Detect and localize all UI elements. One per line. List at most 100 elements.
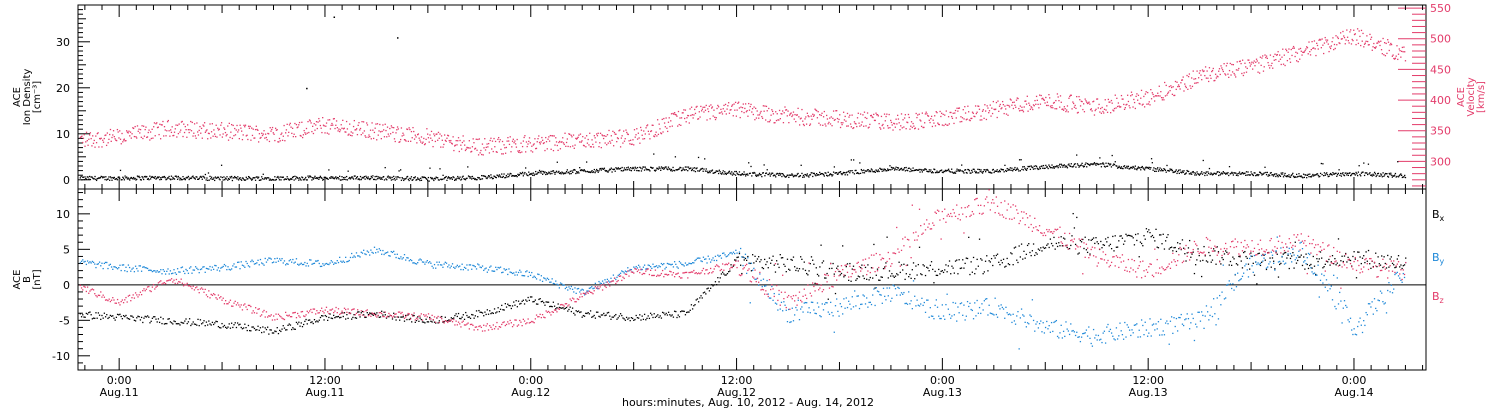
velocity-point (239, 124, 241, 126)
bx-point (352, 316, 354, 319)
velocity-point (614, 133, 616, 135)
velocity-point (1126, 103, 1128, 106)
density-point (1194, 172, 1197, 174)
density-point (1001, 168, 1004, 171)
velocity-point (1093, 114, 1096, 116)
bx-point (324, 314, 326, 317)
velocity-point (1183, 90, 1185, 92)
density-point (1098, 163, 1100, 165)
velocity-point (105, 144, 108, 147)
bx-point (998, 261, 1000, 263)
density-point (423, 176, 425, 178)
velocity-point (433, 135, 436, 137)
velocity-point (819, 114, 821, 116)
velocity-point (879, 126, 881, 129)
density-point (541, 170, 543, 172)
density-point (1333, 173, 1336, 175)
velocity-point (957, 107, 960, 109)
by-point (388, 254, 390, 257)
velocity-point (606, 134, 609, 136)
bx-point (154, 316, 156, 318)
density-point (977, 168, 979, 170)
by-point (173, 269, 175, 271)
velocity-point (1035, 103, 1037, 105)
by-point (139, 265, 142, 267)
density-point (365, 175, 367, 177)
density-point (847, 170, 849, 173)
bx-point (1174, 246, 1176, 249)
density-point (603, 167, 606, 169)
velocity-point (368, 134, 370, 136)
velocity-point (1120, 106, 1122, 108)
bx-point (1226, 251, 1228, 254)
bx-point (934, 270, 936, 273)
bx-point (415, 319, 418, 322)
by-point (185, 268, 187, 271)
velocity-point (1278, 60, 1280, 62)
velocity-point (156, 126, 159, 129)
velocity-point (1073, 106, 1076, 108)
bx-point (1170, 246, 1173, 248)
velocity-point (1160, 91, 1162, 93)
density-point (470, 176, 472, 178)
velocity-point (126, 131, 129, 133)
by-point (441, 264, 443, 266)
velocity-point (821, 112, 823, 114)
density-point (304, 178, 306, 180)
velocity-point (1015, 106, 1017, 108)
bx-point (229, 327, 232, 329)
bx-point (331, 317, 334, 320)
by-point (414, 262, 416, 265)
density-point (913, 169, 915, 172)
density-point (1217, 170, 1219, 173)
density-point (386, 179, 388, 181)
velocity-point (1329, 47, 1332, 50)
by-point (124, 270, 126, 272)
velocity-point (416, 133, 419, 136)
density-point (1277, 176, 1279, 178)
velocity-point (113, 135, 115, 138)
velocity-point (903, 126, 905, 128)
bx-point (876, 268, 879, 270)
by-point (208, 268, 210, 270)
density-point (972, 168, 974, 170)
velocity-point (661, 118, 663, 121)
velocity-point (1211, 70, 1213, 73)
density-point (1176, 172, 1178, 175)
velocity-point (633, 144, 635, 146)
by-point (235, 266, 238, 268)
density-point (528, 173, 531, 176)
velocity-point (885, 115, 887, 118)
velocity-point (534, 138, 536, 140)
bx-point (576, 310, 579, 313)
density-point (574, 169, 576, 171)
bx-point (137, 315, 139, 317)
density-point (178, 177, 180, 179)
velocity-point (991, 112, 994, 115)
field-tick-label: 0 (63, 279, 70, 292)
bx-point (1305, 253, 1307, 255)
bx-point (323, 319, 325, 321)
velocity-point (1164, 81, 1166, 84)
bx-point (1042, 246, 1044, 248)
by-point (268, 257, 270, 259)
bx-point (412, 314, 414, 316)
density-point (590, 171, 592, 173)
density-point (1349, 172, 1351, 174)
density-point (1357, 171, 1360, 173)
density-point (1166, 164, 1168, 167)
bx-point (115, 316, 118, 318)
bx-point (592, 315, 594, 318)
bx-point (773, 264, 775, 266)
bx-point (1114, 235, 1116, 237)
density-point (215, 177, 217, 179)
density-point (798, 175, 801, 177)
density-point (237, 179, 240, 181)
velocity-point (559, 148, 562, 150)
by-point (233, 263, 235, 265)
bx-point (83, 316, 85, 318)
density-point (369, 177, 372, 180)
density-point (884, 168, 886, 171)
velocity-point (806, 112, 809, 114)
velocity-point (459, 139, 461, 142)
